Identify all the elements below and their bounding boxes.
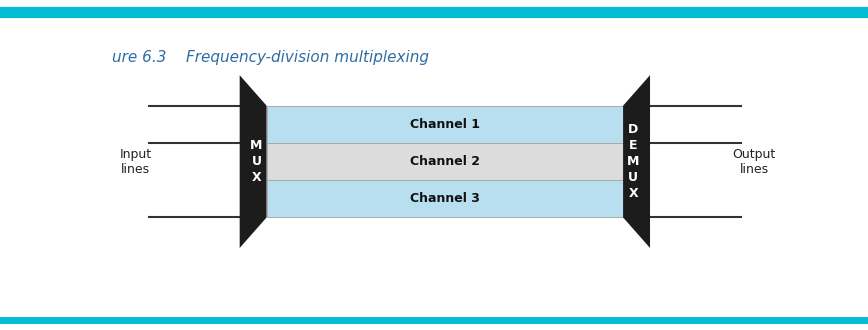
Text: M
U
X: M U X [250,139,263,184]
Text: Input
lines: Input lines [119,148,152,176]
Bar [266,106,623,143]
Bar [266,143,623,180]
Polygon shape [240,75,266,248]
Text: Channel 1: Channel 1 [410,118,480,131]
Text: ure 6.3    Frequency-division multiplexing: ure 6.3 Frequency-division multiplexing [112,50,429,65]
Text: Channel 3: Channel 3 [410,192,480,205]
Text: D
E
M
U
X: D E M U X [627,123,640,200]
Text: Channel 2: Channel 2 [410,155,480,168]
Text: Output
lines: Output lines [733,148,776,176]
Bar [266,180,623,217]
Polygon shape [623,75,650,248]
